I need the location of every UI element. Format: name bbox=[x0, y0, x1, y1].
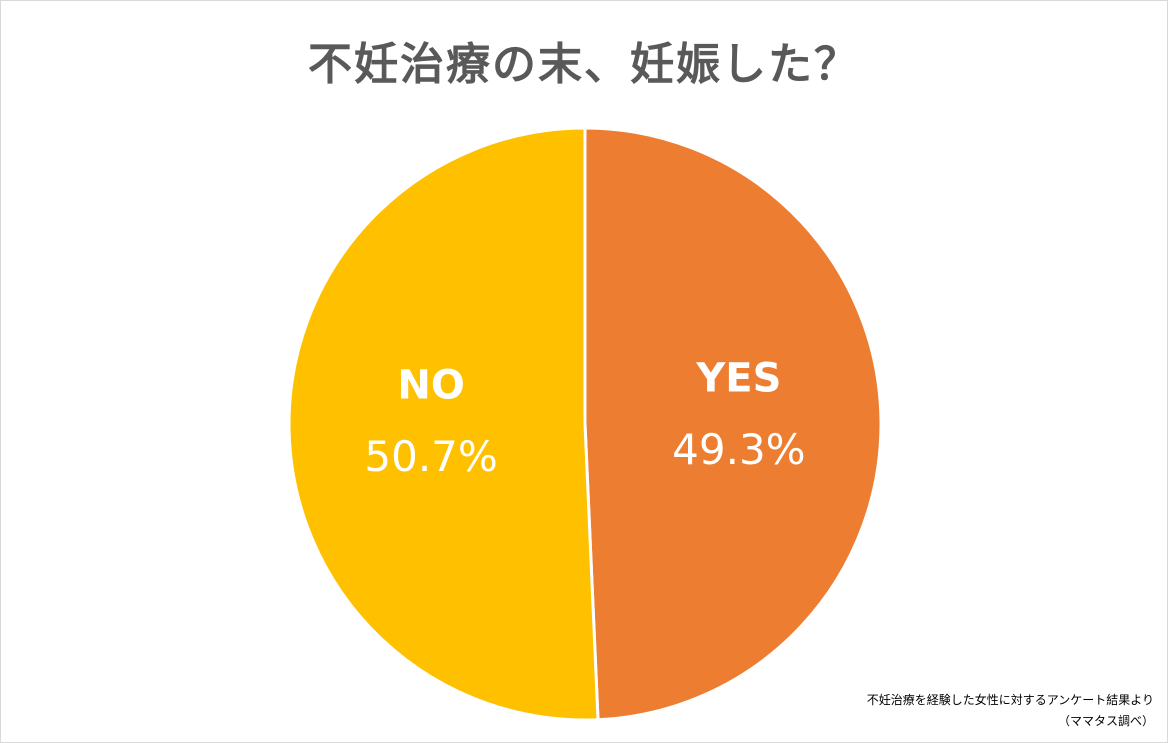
pie-label-no-percent: 50.7% bbox=[364, 432, 497, 481]
source-note: 不妊治療を経験した女性に対するアンケート結果より （ママタス調べ） bbox=[867, 690, 1154, 732]
pie-label-yes-percent: 49.3% bbox=[672, 425, 805, 474]
source-note-line1: 不妊治療を経験した女性に対するアンケート結果より bbox=[866, 693, 1154, 707]
pie-slices bbox=[287, 126, 883, 722]
source-note-line2: （ママタス調べ） bbox=[1057, 714, 1154, 728]
pie-slice-yes bbox=[583, 126, 883, 722]
chart-title: 不妊治療の末、妊娠した？ bbox=[308, 39, 860, 90]
pie-label-no-category: NO bbox=[397, 362, 464, 408]
pie-labels: YES 49.3% NO 50.7% bbox=[364, 356, 805, 481]
pie-slice-no bbox=[287, 126, 600, 722]
pie-label-yes-category: YES bbox=[695, 356, 781, 402]
